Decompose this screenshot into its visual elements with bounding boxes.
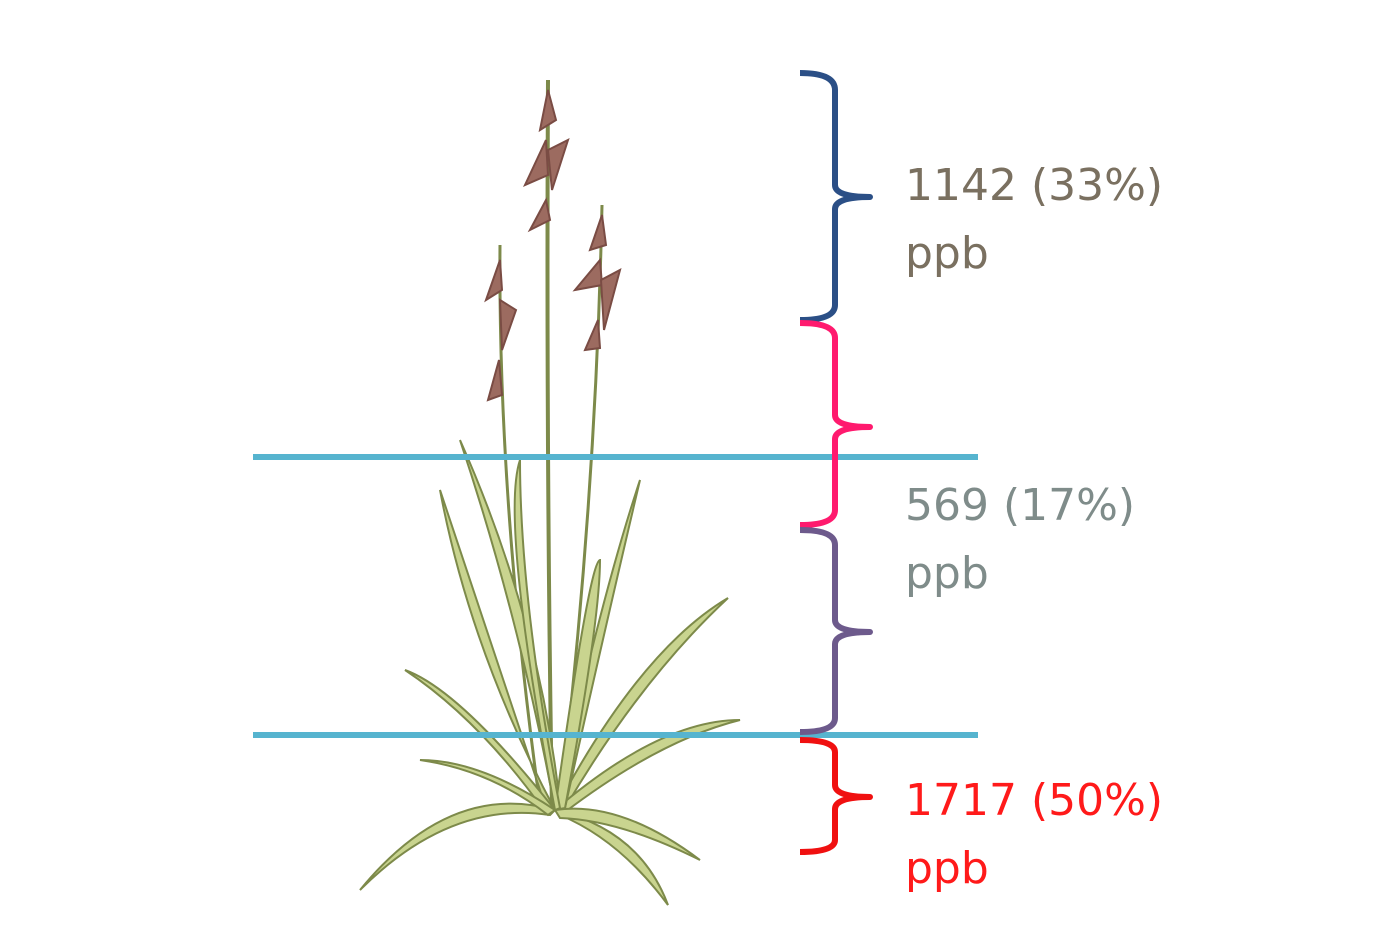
brace <box>799 70 873 323</box>
unit-label: ppb <box>905 228 989 279</box>
amount-label: 1142 (33%) <box>905 160 1163 211</box>
brace <box>799 737 873 855</box>
amount-label: 1717 (50%) <box>905 775 1163 826</box>
amount-label: 569 (17%) <box>905 480 1135 531</box>
brace <box>799 320 873 528</box>
grass-illustration <box>359 79 741 906</box>
unit-label: ppb <box>905 843 989 894</box>
brace <box>799 527 873 735</box>
unit-label: ppb <box>905 548 989 599</box>
cut-lines <box>253 454 978 738</box>
braces <box>799 70 873 855</box>
